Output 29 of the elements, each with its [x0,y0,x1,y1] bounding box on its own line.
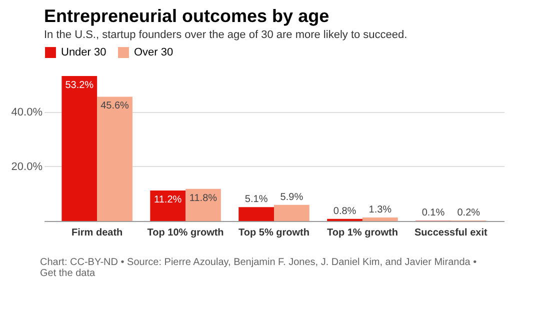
data-label: 0.8% [333,206,356,217]
x-tick-label: Top 1% growth [327,228,398,238]
x-tick-label: Top 10% growth [147,228,224,238]
data-label: 0.2% [457,207,480,218]
data-label: 45.6% [100,100,130,112]
data-label: 11.8% [189,192,218,204]
data-label: 53.2% [65,80,94,91]
bar [97,96,132,221]
y-tick-label: 40.0% [11,106,43,118]
data-label: 11.2% [154,194,182,206]
bar [62,76,98,221]
bar [238,207,274,221]
data-label: 1.3% [368,204,392,216]
y-tick-label: 20.0% [11,160,43,173]
data-label: 5.9% [280,192,304,203]
bar [362,217,398,221]
chart-title: Entrepreneurial outcomes by age [44,6,330,26]
legend-label: Under 30 [61,46,106,59]
x-tick-label: Top 5% growth [238,228,310,238]
x-tick-label: Firm death [72,228,123,238]
bar [274,204,310,221]
x-tick-label: Successful exit [414,228,488,238]
bar [150,190,186,221]
text: Chart: CC-BY-ND • Source: Pierre Azoulay, Benjamin F. Jones, J. Daniel Kim, and Javier Miranda • Get the data [40,257,478,279]
chart-subtitle: In the U.S., startup founders over the age of 30 are more likely to succeed. [44,29,408,41]
legend-label: Over 30 [134,46,174,59]
data-label: 5.1% [244,194,268,206]
data-label: 0.1% [422,208,445,219]
bar [186,188,221,221]
